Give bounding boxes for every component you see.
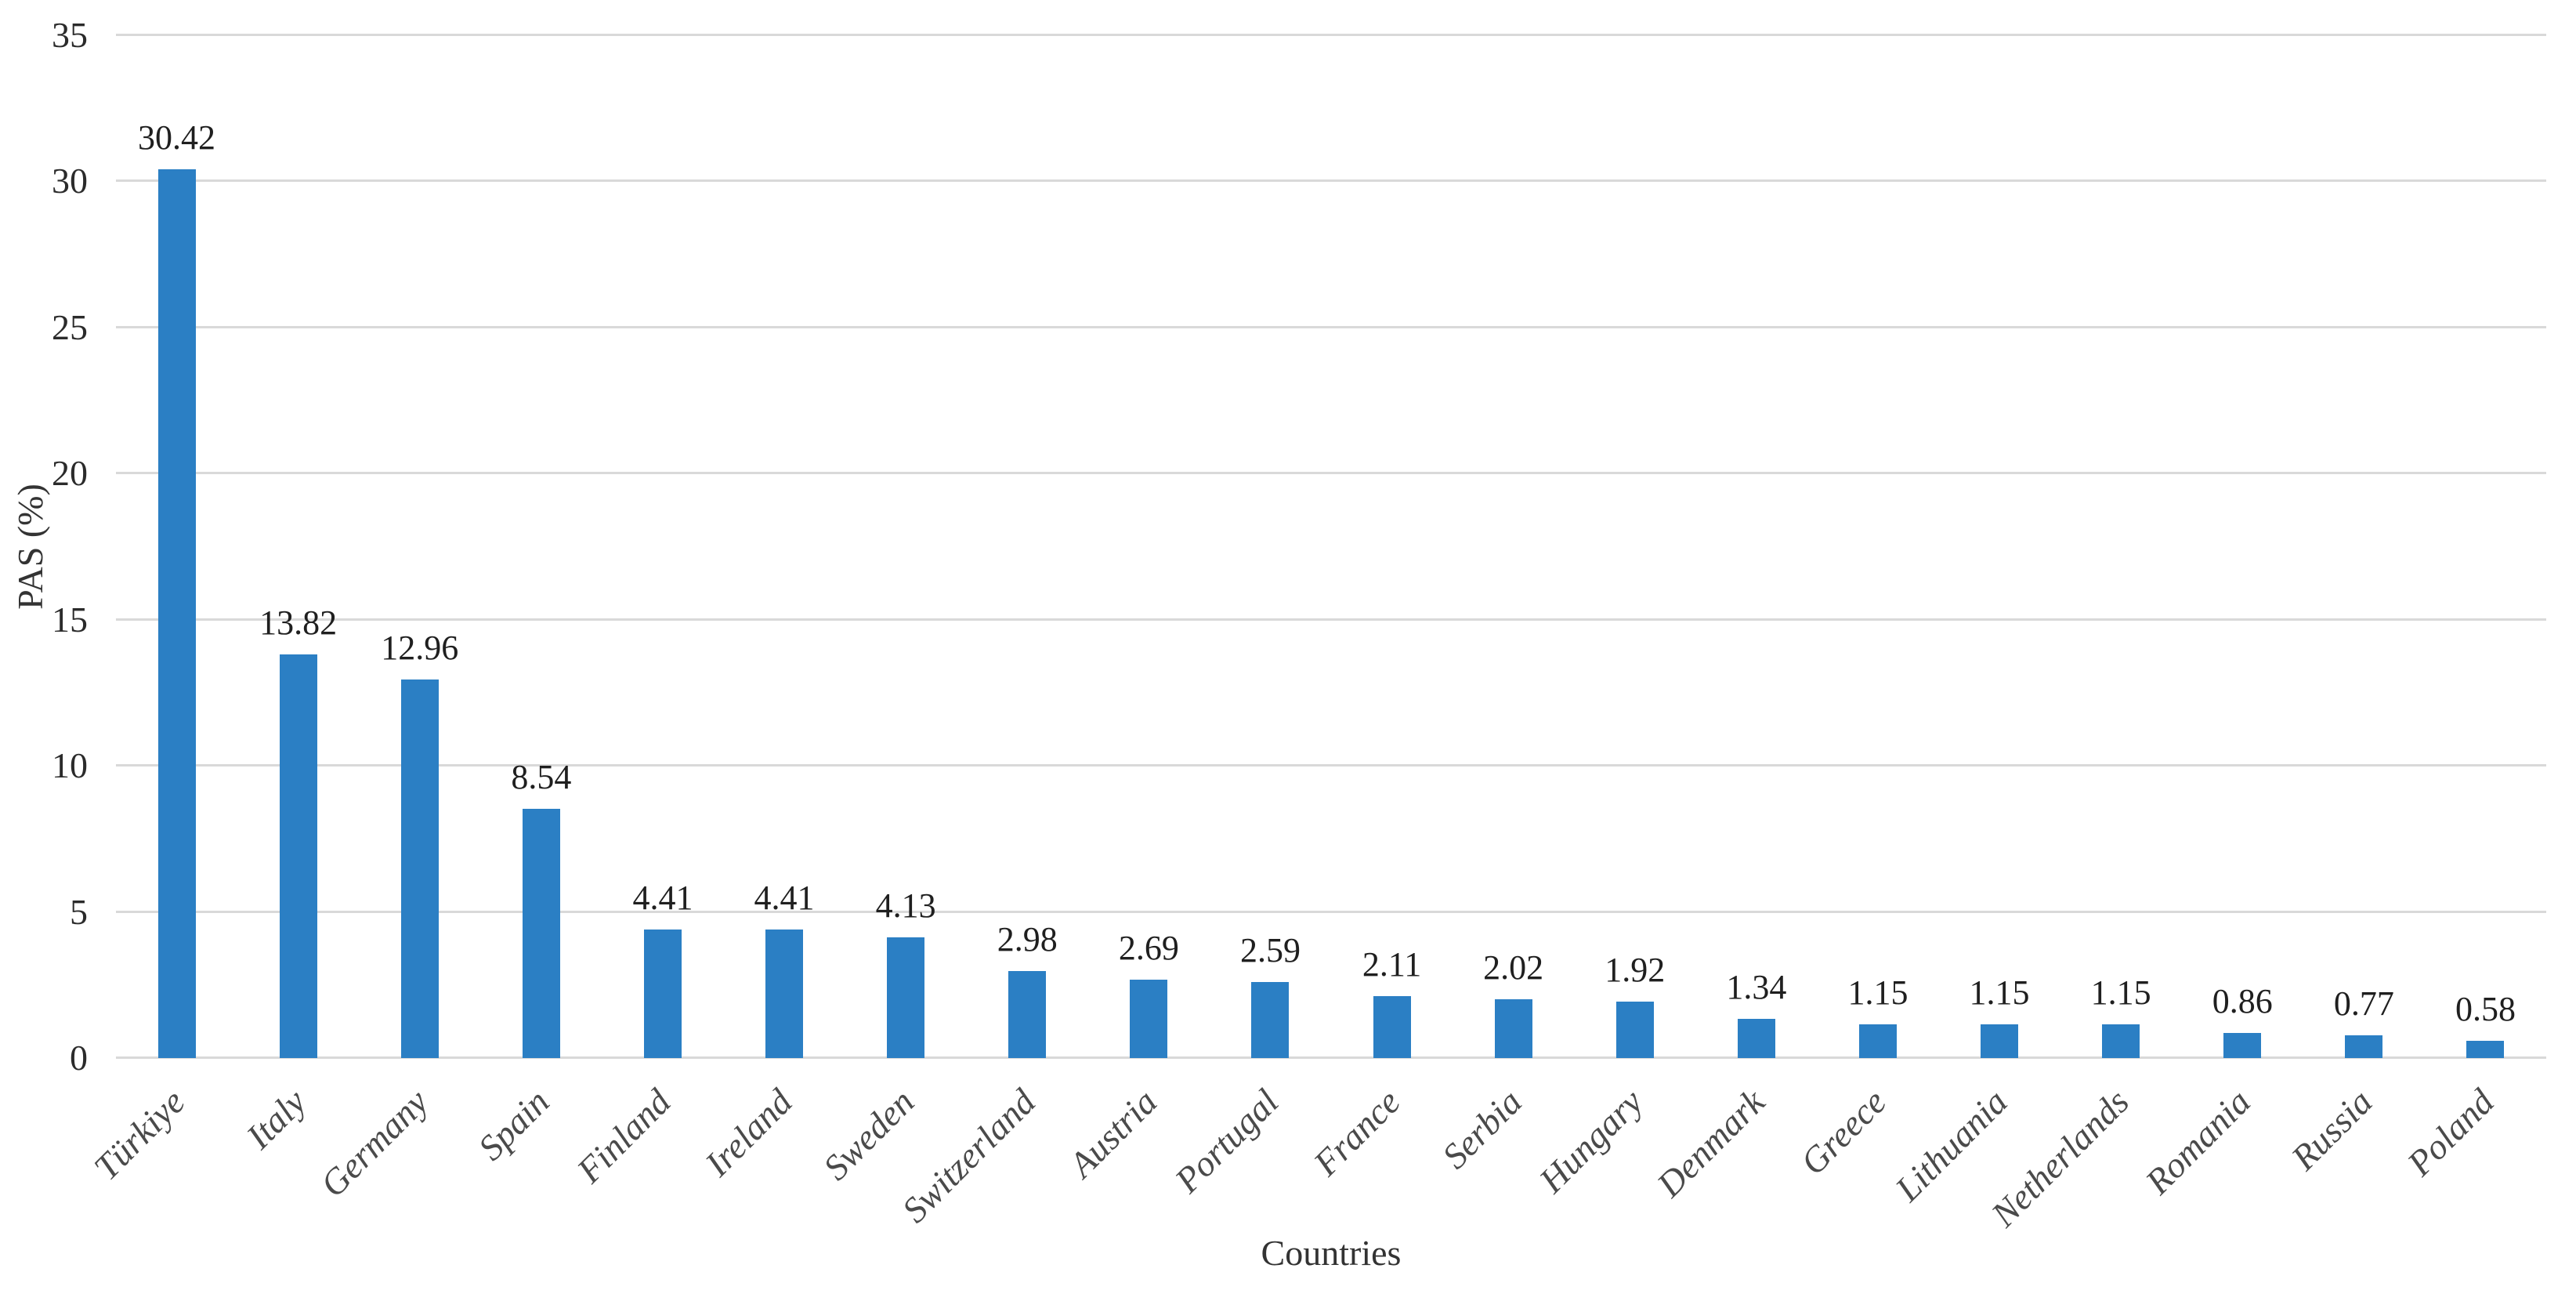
bar — [1008, 970, 1047, 1058]
y-tick-label: 15 — [52, 599, 88, 640]
bar-value-label: 0.86 — [2212, 981, 2273, 1020]
bar-value-label: 2.69 — [1118, 928, 1179, 967]
y-tick-label: 30 — [52, 161, 88, 201]
x-axis-title-text: Countries — [1261, 1233, 1402, 1273]
bar-value-label: 4.13 — [875, 886, 936, 926]
bar-value-label: 1.15 — [1847, 973, 1908, 1013]
bar-value-label: 1.92 — [1605, 951, 1666, 990]
bar-value-label: 0.58 — [2455, 990, 2516, 1029]
category-label: Russia — [2283, 1081, 2380, 1178]
bar — [2466, 1041, 2505, 1058]
gridline — [116, 325, 2546, 328]
gridline — [116, 472, 2546, 475]
bar-value-label: 2.98 — [997, 919, 1058, 959]
bar — [643, 929, 682, 1058]
x-category-labels: Türkiye Italy Germany Spain Finland Ireland Sw… — [86, 1077, 2546, 1253]
category-label: Greece — [1793, 1081, 1894, 1183]
category-label: Italy — [238, 1081, 314, 1157]
bar — [1251, 982, 1290, 1058]
bar — [1981, 1024, 2019, 1058]
category-label: Spain — [470, 1081, 557, 1169]
bar — [400, 679, 439, 1058]
category-label: Portugal — [1167, 1081, 1286, 1201]
bar — [1737, 1019, 1775, 1058]
y-tick-label: 20 — [52, 453, 88, 494]
category-label: Romania — [2137, 1081, 2259, 1202]
y-tick-label: 25 — [52, 306, 88, 347]
bar — [1130, 979, 1168, 1058]
bar — [765, 929, 804, 1058]
x-axis-title: Countries — [116, 1232, 2546, 1274]
bar-value-label: 1.34 — [1726, 968, 1787, 1007]
gridline — [116, 910, 2546, 913]
category-label: France — [1305, 1081, 1408, 1183]
category-label: Sweden — [815, 1081, 922, 1188]
gridline — [116, 179, 2546, 183]
bar-value-label: 30.42 — [138, 118, 216, 157]
gridline — [116, 764, 2546, 767]
bar-value-label: 4.41 — [632, 878, 693, 917]
bar — [887, 937, 925, 1058]
bar-value-label: 13.82 — [259, 603, 338, 642]
bar-value-label: 4.41 — [754, 878, 815, 917]
gridline — [116, 34, 2546, 36]
category-label: Serbia — [1434, 1081, 1529, 1176]
category-label: Switzerland — [894, 1081, 1044, 1230]
bar-value-label: 1.15 — [2090, 973, 2151, 1013]
gridline — [116, 1056, 2546, 1059]
bar — [2345, 1035, 2383, 1058]
bar-value-label: 2.02 — [1483, 948, 1544, 987]
bar-value-label: 2.59 — [1239, 931, 1301, 970]
category-label: Germany — [312, 1081, 436, 1205]
category-label: Finland — [569, 1081, 678, 1190]
bar — [522, 808, 560, 1058]
y-tick-label: 5 — [70, 891, 88, 932]
bar — [1858, 1024, 1897, 1058]
category-label: Ireland — [697, 1081, 801, 1184]
bar-value-label: 0.77 — [2333, 984, 2394, 1024]
gridline — [116, 618, 2546, 621]
bar — [279, 654, 317, 1058]
category-label: Türkiye — [86, 1081, 193, 1188]
bar-value-label: 8.54 — [511, 757, 572, 796]
bar — [1373, 996, 1411, 1058]
y-tick-label: 0 — [70, 1038, 88, 1078]
y-axis-ticks: 0 5 10 15 20 25 30 35 — [0, 17, 88, 1076]
bar — [1615, 1002, 1654, 1058]
category-label: Poland — [2399, 1081, 2502, 1183]
bar — [1494, 998, 1532, 1058]
bar — [2223, 1032, 2262, 1058]
bar-value-label: 12.96 — [381, 628, 459, 667]
y-tick-label: 10 — [52, 745, 88, 786]
category-label: Denmark — [1648, 1081, 1772, 1205]
bar-value-label: 1.15 — [1969, 973, 2030, 1013]
category-label: Austria — [1061, 1081, 1165, 1185]
y-tick-label: 35 — [52, 15, 88, 55]
bar-value-label: 2.11 — [1362, 945, 1422, 984]
category-label: Hungary — [1531, 1081, 1651, 1201]
plot-area: 30.42 13.82 12.96 8.54 4.41 4.41 4.13 2.98 2.69 2… — [116, 34, 2546, 1059]
bar — [157, 169, 196, 1058]
bar — [2102, 1024, 2140, 1058]
category-label: Lithuania — [1887, 1081, 2016, 1209]
